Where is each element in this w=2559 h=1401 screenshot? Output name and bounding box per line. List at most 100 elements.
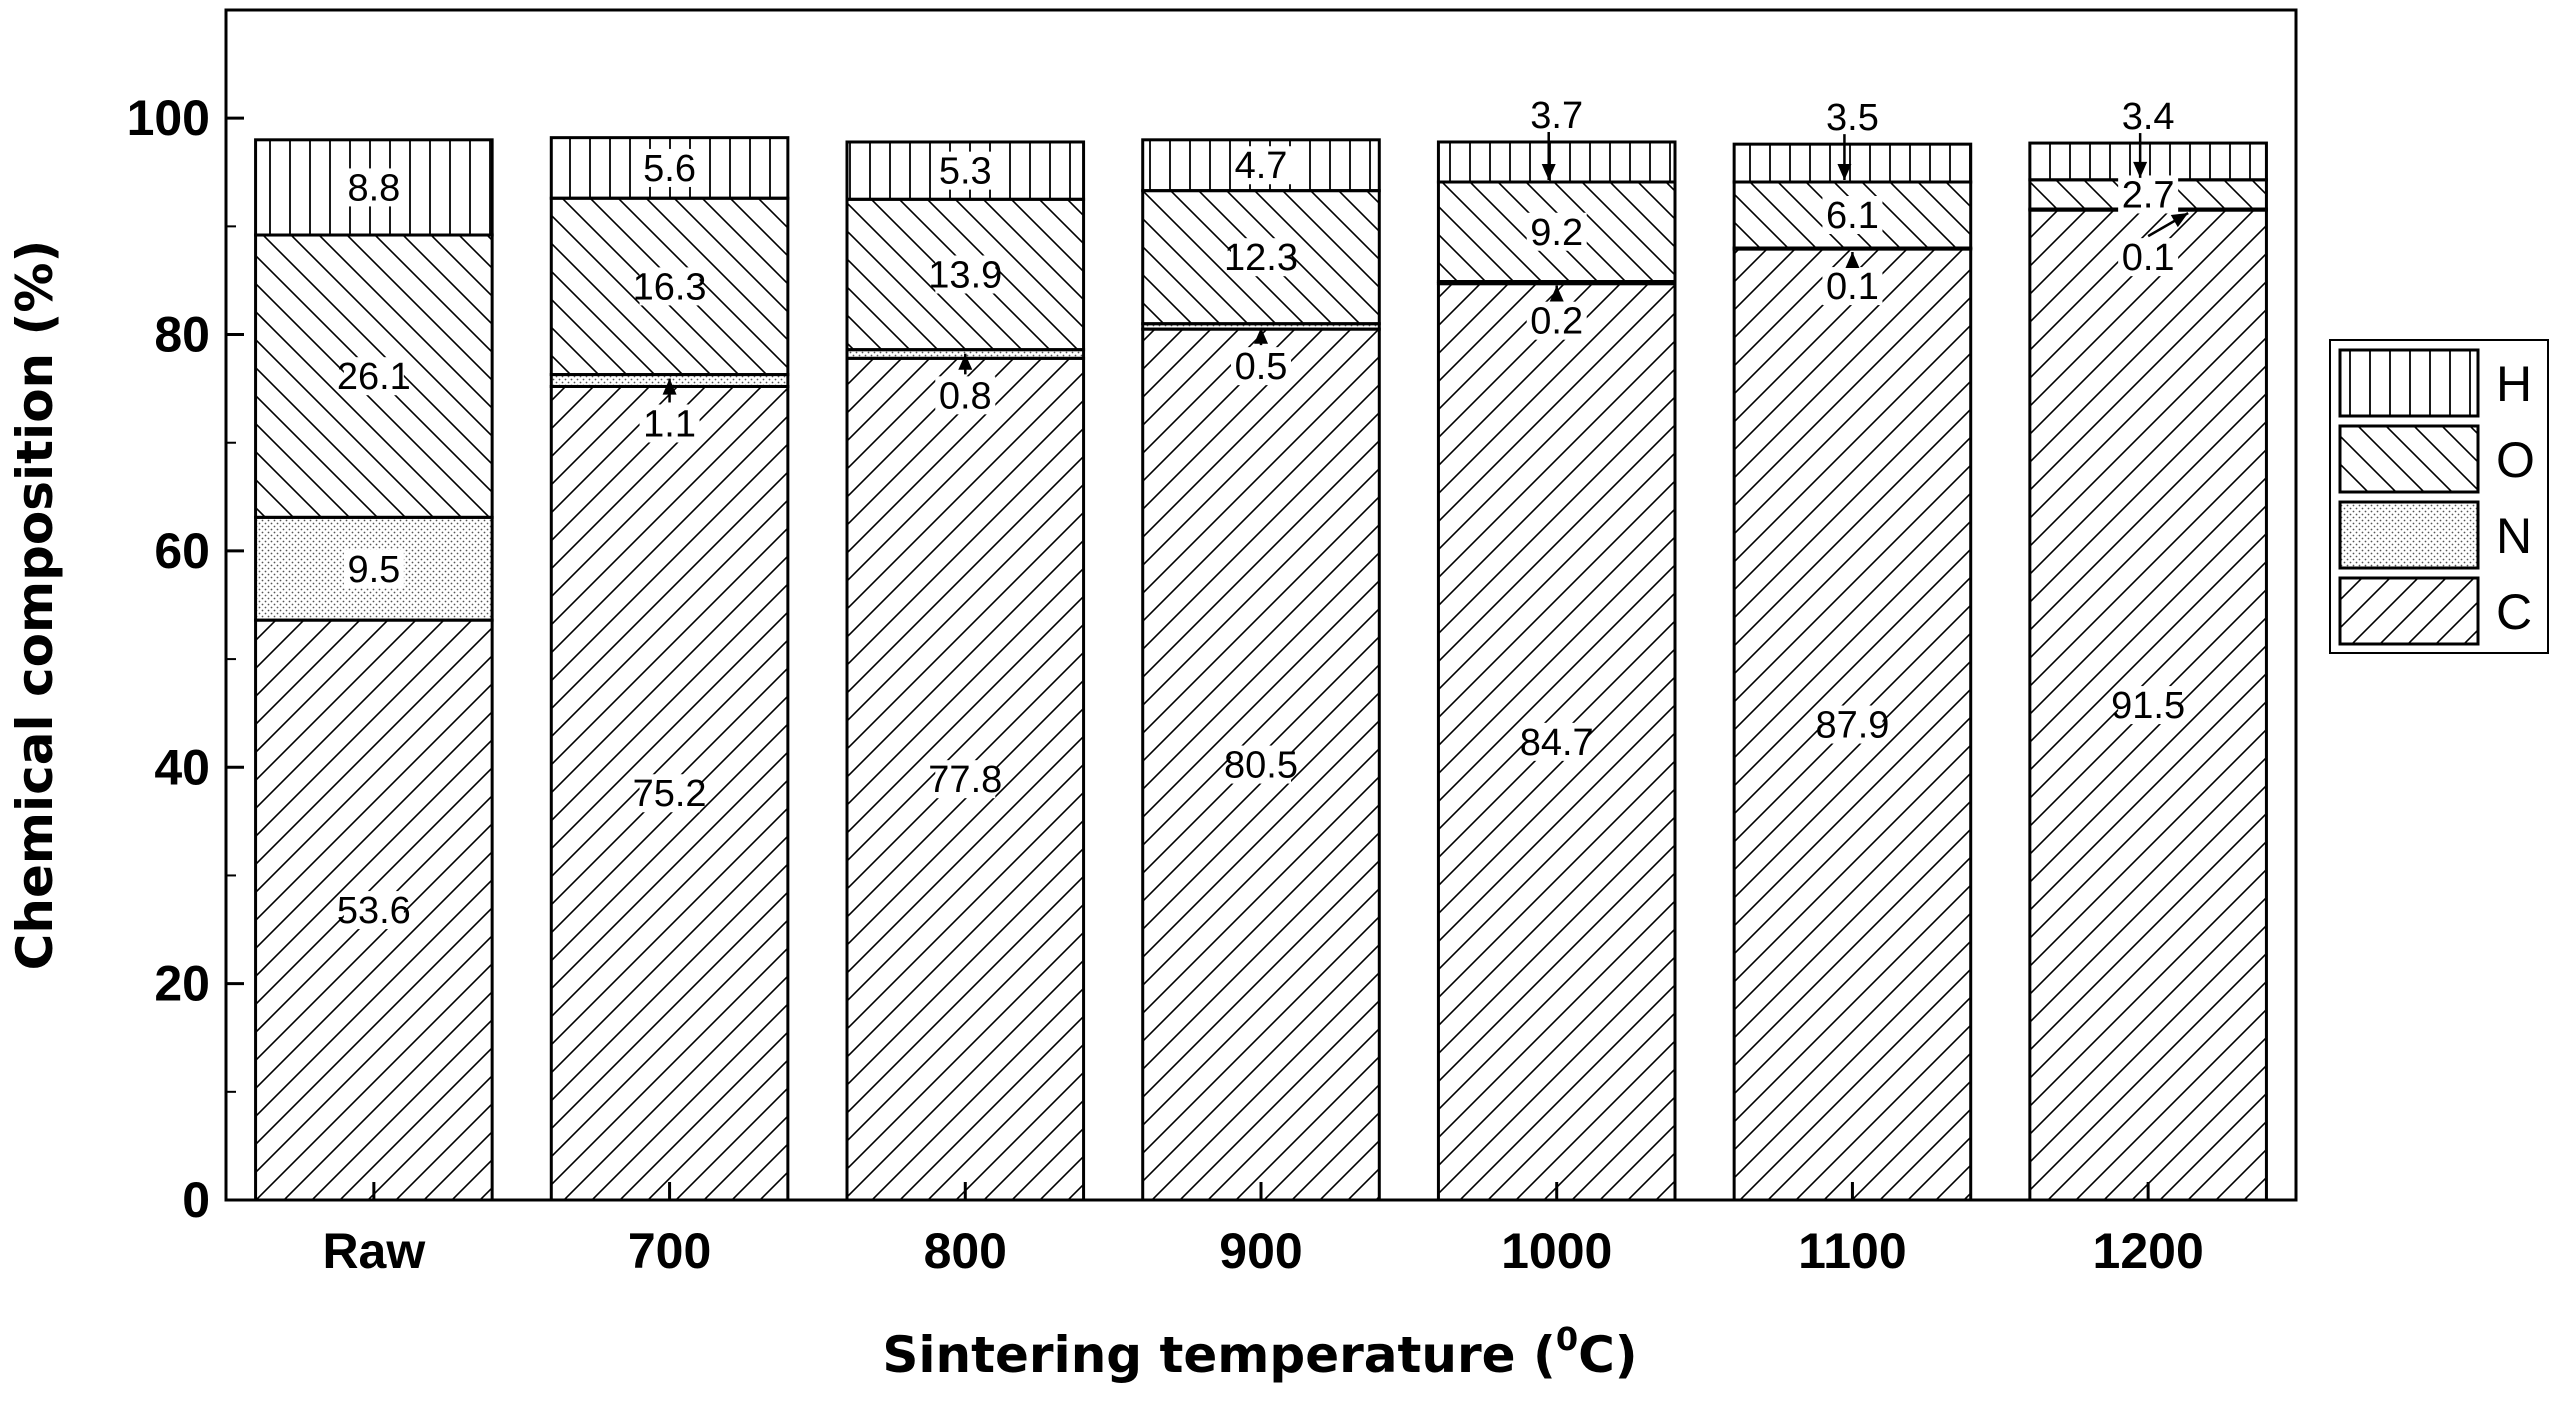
segment-label-bg (2118, 686, 2179, 725)
label-pointer-head (2170, 213, 2189, 228)
segment-label-o: 13.9 (928, 255, 1002, 297)
bar-segment-h (1436, 140, 1677, 184)
segment-label-n: 0.1 (1826, 266, 1879, 308)
segment-label-o: 12.3 (1224, 237, 1298, 279)
segment-label-bg (935, 760, 996, 799)
segment-label-bg (1231, 238, 1291, 277)
segment-label-bg (639, 267, 700, 306)
segment-label-n: 9.5 (347, 549, 400, 591)
segment-label-bg (1822, 98, 1883, 137)
segment-label-bg (639, 774, 700, 813)
x-tick-label: 800 (924, 1223, 1007, 1279)
segment-label-bg (1526, 212, 1587, 251)
legend-swatch-o (2338, 424, 2480, 494)
label-pointer-head (2133, 161, 2148, 178)
segment-label-h: 8.8 (347, 167, 400, 209)
segment-label-bg (1526, 95, 1587, 134)
segment-label-h: 5.3 (939, 151, 992, 193)
segment-label-bg (1822, 267, 1883, 306)
segment-label-n: 1.1 (643, 403, 696, 445)
x-axis-title-text: Sintering temperature ( (882, 1326, 1556, 1384)
y-axis-title: Chemical composition (%) (6, 240, 64, 971)
legend-swatch-c (2338, 576, 2480, 646)
segment-label-bg (935, 376, 996, 415)
label-pointer-head (1837, 164, 1852, 181)
y-tick-label: 20 (154, 956, 210, 1012)
segment-label-bg (2118, 97, 2179, 136)
x-tick-label: 1200 (2093, 1223, 2204, 1279)
legend-swatch-n (2338, 500, 2480, 570)
label-pointer-head (1254, 327, 1268, 344)
x-tick-label: 900 (1219, 1223, 1302, 1279)
segment-label-c: 84.7 (1520, 722, 1594, 764)
x-tick-label: 700 (628, 1223, 711, 1279)
segment-label-h: 3.7 (1530, 95, 1583, 137)
legend-label-o: O (2496, 432, 2535, 488)
legend-label-n: N (2496, 508, 2532, 564)
segment-label-c: 91.5 (2111, 685, 2185, 727)
x-axis-title-superscript: 0 (1556, 1320, 1578, 1358)
x-axis: Raw 700 800 900 1000 1100 1200 (322, 1182, 2204, 1279)
segment-label-h: 4.7 (1235, 145, 1288, 187)
y-axis: 0 20 40 60 80 100 (127, 90, 244, 1228)
segment-label-c: 75.2 (633, 773, 707, 815)
segment-label-bg (639, 148, 700, 187)
legend-label-h: H (2496, 356, 2532, 412)
segment-label-bg (639, 404, 700, 443)
segment-label-n: 0.2 (1530, 301, 1583, 343)
label-pointer-head (1845, 252, 1860, 268)
segment-label-c: 87.9 (1815, 705, 1889, 747)
x-tick-label: Raw (322, 1223, 425, 1279)
segment-label-n: 0.1 (2122, 237, 2175, 279)
segment-label-bg (2118, 238, 2179, 277)
legend-label-c: C (2496, 584, 2532, 640)
segment-label-h: 3.4 (2122, 96, 2175, 138)
segment-label-c: 77.8 (928, 759, 1002, 801)
x-axis-title-unit: C) (1578, 1326, 1638, 1384)
segment-label-bg (935, 151, 996, 190)
bars (254, 136, 2268, 1202)
segment-label-bg (343, 168, 404, 207)
x-tick-label: 1100 (1798, 1223, 1906, 1279)
bar-segment-h (1732, 142, 1973, 184)
segment-label-bg (935, 255, 996, 294)
y-tick-label: 80 (154, 307, 210, 363)
y-tick-label: 0 (182, 1172, 210, 1228)
label-pointer-head (1549, 285, 1564, 302)
label-pointer-head (1541, 164, 1556, 181)
y-tick-label: 60 (154, 523, 210, 579)
label-pointer-head (662, 378, 677, 395)
segment-label-bg (1526, 301, 1587, 340)
bar-segment-h (2028, 141, 2268, 182)
segment-labels: 53.6 9.5 26.1 8.8 75.2 1.1 16.3 5.6 77.8 0.8 13.9 5… (337, 95, 2189, 932)
segment-label-o: 26.1 (337, 356, 411, 398)
segment-label-o: 2.7 (2122, 174, 2175, 216)
y-tick-label: 40 (154, 739, 210, 795)
segment-label-bg (343, 891, 404, 930)
segment-label-h: 3.5 (1826, 97, 1879, 139)
segment-label-c: 80.5 (1224, 745, 1298, 787)
segment-label-n: 0.8 (939, 375, 992, 417)
segment-label-bg (343, 357, 404, 396)
segment-label-h: 5.6 (643, 148, 696, 190)
x-tick-label: 1000 (1501, 1223, 1612, 1279)
segment-label-bg (1526, 722, 1587, 761)
x-axis-title: Sintering temperature (0C) (882, 1320, 1637, 1384)
segment-label-o: 16.3 (633, 266, 707, 308)
segment-label-bg (2118, 175, 2179, 214)
segment-label-bg (1822, 196, 1883, 235)
y-tick-label: 100 (127, 90, 210, 146)
segment-label-c: 53.6 (337, 890, 411, 932)
segment-label-bg (1231, 146, 1291, 185)
label-pointer-head (958, 353, 973, 370)
segment-label-o: 9.2 (1530, 212, 1583, 254)
segment-label-bg (1822, 705, 1883, 744)
segment-label-bg (1231, 745, 1291, 784)
legend-swatch-h (2338, 348, 2480, 418)
segment-label-bg (1231, 347, 1291, 386)
segment-label-n: 0.5 (1235, 346, 1288, 388)
segment-label-bg (343, 549, 404, 588)
segment-label-o: 6.1 (1826, 195, 1879, 237)
